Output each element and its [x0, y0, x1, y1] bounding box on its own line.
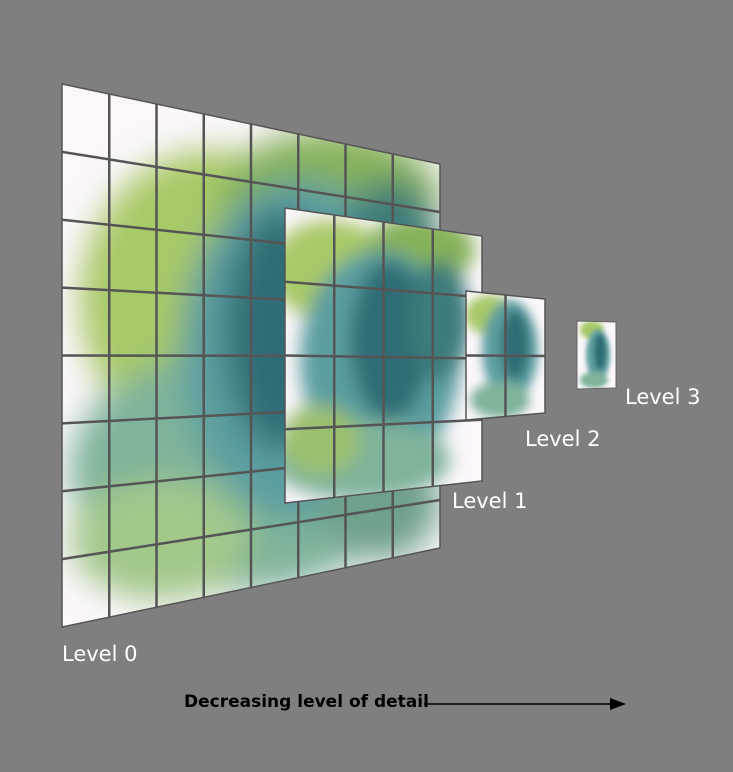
- grid-line-horizontal: [284, 354, 483, 360]
- grid-line-horizontal: [465, 354, 546, 358]
- level-1-plane: [284, 207, 483, 504]
- level-2-smoke-image: [466, 295, 538, 418]
- level-3-smoke-image: [580, 321, 610, 388]
- detail-caption: Decreasing level of detail: [184, 692, 429, 712]
- right-arrow-icon: [424, 698, 626, 710]
- grid-line-horizontal: [284, 418, 483, 431]
- level-2-label: Level 2: [525, 427, 601, 451]
- level-1-smoke-image: [285, 215, 475, 500]
- level-2-plane: [465, 290, 546, 421]
- level-3-label: Level 3: [625, 385, 701, 409]
- grid-line-horizontal: [61, 498, 441, 561]
- level-1-grid: [284, 215, 483, 498]
- level-3-plane: [576, 320, 617, 390]
- level-0-label: Level 0: [62, 642, 138, 666]
- level-2-grid: [465, 295, 546, 417]
- level-1-label: Level 1: [452, 489, 528, 513]
